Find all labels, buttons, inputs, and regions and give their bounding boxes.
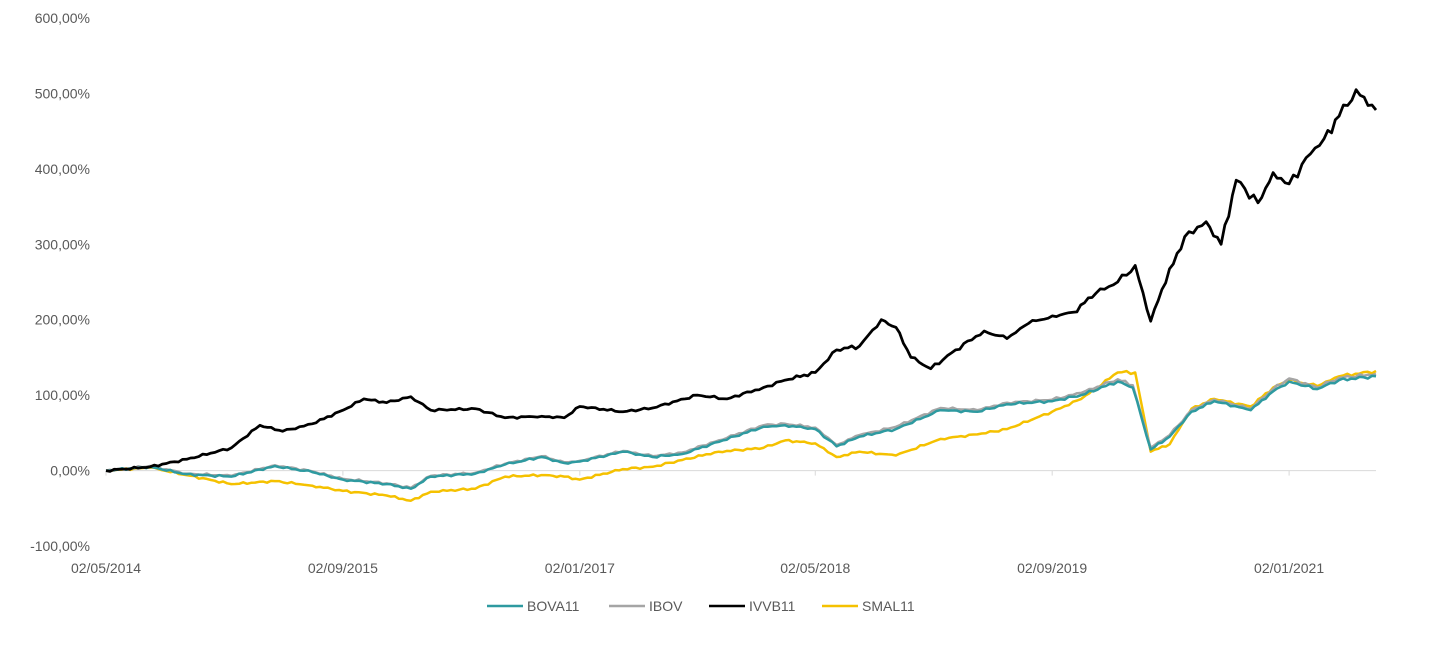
x-axis-tick-marks (105, 470, 1290, 476)
y-tick-label: 0,00% (50, 463, 90, 479)
y-tick-label: -100,00% (30, 538, 90, 554)
y-tick-label: 500,00% (35, 85, 90, 101)
y-tick-label: 100,00% (35, 387, 90, 403)
series-lines (105, 88, 1378, 502)
x-tick-label: 02/05/2018 (780, 560, 850, 576)
y-tick-label: 600,00% (35, 10, 90, 26)
legend-label: BOVA11 (527, 598, 580, 614)
x-tick-label: 02/05/2014 (71, 560, 141, 576)
legend-label: IBOV (649, 598, 683, 614)
y-tick-label: 400,00% (35, 161, 90, 177)
y-tick-label: 300,00% (35, 236, 90, 252)
x-tick-label: 02/09/2019 (1017, 560, 1087, 576)
legend-item-smal11: SMAL11 (822, 598, 915, 614)
x-tick-label: 02/09/2015 (308, 560, 378, 576)
series-line-smal11 (105, 369, 1377, 502)
x-axis-tick-labels: 02/05/2014 02/09/2015 02/01/2017 02/05/2018… (71, 560, 1324, 576)
x-tick-label: 02/01/2021 (1254, 560, 1324, 576)
legend: BOVA11 IBOV IVVB11 SMAL11 (487, 598, 915, 614)
legend-item-ivvb11: IVVB11 (709, 598, 796, 614)
y-tick-label: 200,00% (35, 312, 90, 328)
x-tick-label: 02/01/2017 (545, 560, 615, 576)
legend-label: IVVB11 (749, 598, 796, 614)
series-line-bova11 (106, 374, 1377, 490)
series-line-ivvb11 (105, 88, 1378, 473)
legend-item-bova11: BOVA11 (487, 598, 580, 614)
legend-item-ibov: IBOV (609, 598, 683, 614)
legend-label: SMAL11 (862, 598, 915, 614)
y-axis-tick-labels: -100,00% 0,00% 100,00% 200,00% 300,00% 400,00… (30, 10, 90, 554)
